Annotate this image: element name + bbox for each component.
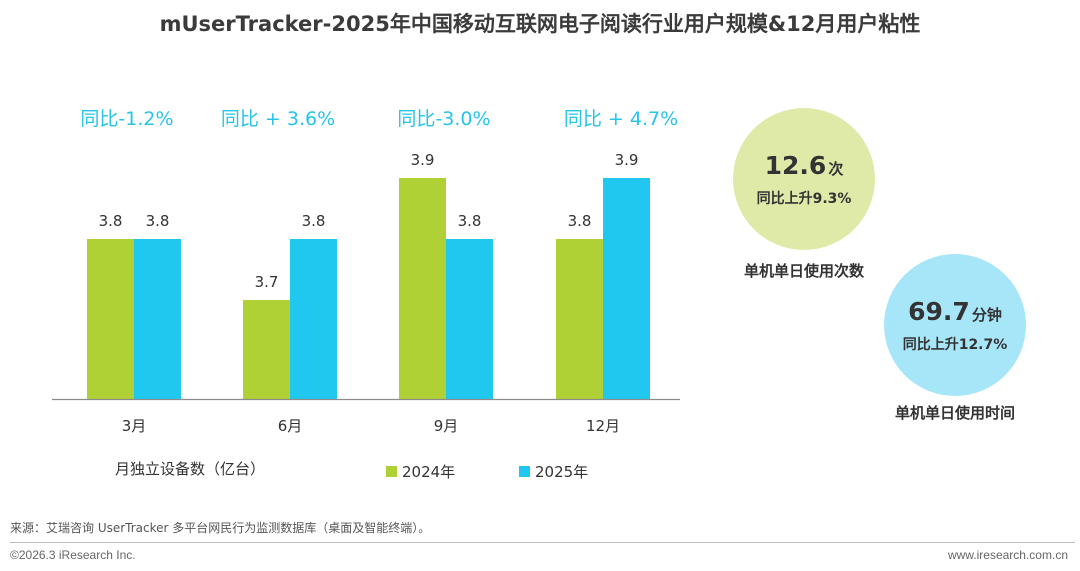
usage-time-value-row: 69.7 分钟 bbox=[908, 297, 1002, 330]
usage-time-circle: 69.7 分钟 同比上升12.7% bbox=[884, 254, 1026, 396]
x-tick-label-2: 6月 bbox=[278, 417, 303, 435]
x-tick-label-3: 9月 bbox=[434, 417, 459, 435]
x-tick-label-1: 3月 bbox=[122, 417, 147, 435]
source-note: 来源：艾瑞咨询 UserTracker 多平台网民行为监测数据库（桌面及智能终端… bbox=[10, 521, 431, 535]
legend-swatch-2025 bbox=[519, 466, 530, 477]
bar-2024-2 bbox=[243, 300, 290, 399]
footer-divider bbox=[10, 542, 1075, 543]
legend-label-2025: 2025年 bbox=[535, 463, 589, 481]
legend-item-2025: 2025年 bbox=[519, 461, 588, 482]
usage-count-circle: 12.6 次 同比上升9.3% bbox=[733, 108, 875, 250]
usage-time-value: 69.7 bbox=[908, 296, 970, 326]
yoy-label-dec: 同比 + 4.7% bbox=[563, 108, 679, 130]
bar-2025-4 bbox=[603, 178, 650, 399]
data-label-2025-3: 3.8 bbox=[458, 212, 482, 230]
data-label-2024-3: 3.9 bbox=[411, 151, 435, 169]
usage-count-value-row: 12.6 次 bbox=[765, 151, 844, 184]
data-label-2025-2: 3.8 bbox=[302, 212, 326, 230]
legend-swatch-2024 bbox=[386, 466, 397, 477]
metric-label: 月独立设备数（亿台） bbox=[115, 460, 266, 478]
website: www.iresearch.com.cn bbox=[947, 548, 1068, 562]
usage-time-caption: 单机单日使用时间 bbox=[894, 404, 1015, 422]
data-label-2024-2: 3.7 bbox=[255, 273, 279, 291]
chart-title: mUserTracker-2025年中国移动互联网电子阅读行业用户规模&12月用… bbox=[159, 12, 921, 36]
usage-count-unit: 次 bbox=[828, 159, 844, 178]
yoy-label-sep: 同比-3.0% bbox=[397, 108, 491, 130]
yoy-label-jun: 同比 + 3.6% bbox=[220, 108, 336, 130]
bar-2024-4 bbox=[556, 239, 603, 399]
legend-label-2024: 2024年 bbox=[402, 463, 456, 481]
bar-2024-1 bbox=[87, 239, 134, 399]
data-label-2025-4: 3.9 bbox=[615, 151, 639, 169]
bar-2025-3 bbox=[446, 239, 493, 399]
data-label-2025-1: 3.8 bbox=[146, 212, 170, 230]
copyright: ©2026.3 iResearch Inc. bbox=[10, 548, 136, 562]
bar-2024-3 bbox=[399, 178, 446, 399]
yoy-label-mar: 同比-1.2% bbox=[80, 108, 174, 130]
bar-2025-2 bbox=[290, 239, 337, 399]
usage-count-caption: 单机单日使用次数 bbox=[743, 262, 864, 280]
usage-count-value: 12.6 bbox=[764, 150, 827, 180]
usage-time-change: 同比上升12.7% bbox=[902, 336, 1008, 353]
usage-time-unit: 分钟 bbox=[971, 305, 1002, 324]
legend-item-2024: 2024年 bbox=[386, 461, 455, 482]
data-label-2024-1: 3.8 bbox=[99, 212, 123, 230]
data-label-2024-4: 3.8 bbox=[568, 212, 592, 230]
x-tick-label-4: 12月 bbox=[586, 417, 620, 435]
bar-chart: 3.8 3.8 3月 3.7 3.8 6月 3.9 3.8 9月 3.8 3.9 12月 bbox=[52, 151, 680, 435]
usage-count-change: 同比上升9.3% bbox=[756, 190, 852, 207]
bar-2025-1 bbox=[134, 239, 181, 399]
